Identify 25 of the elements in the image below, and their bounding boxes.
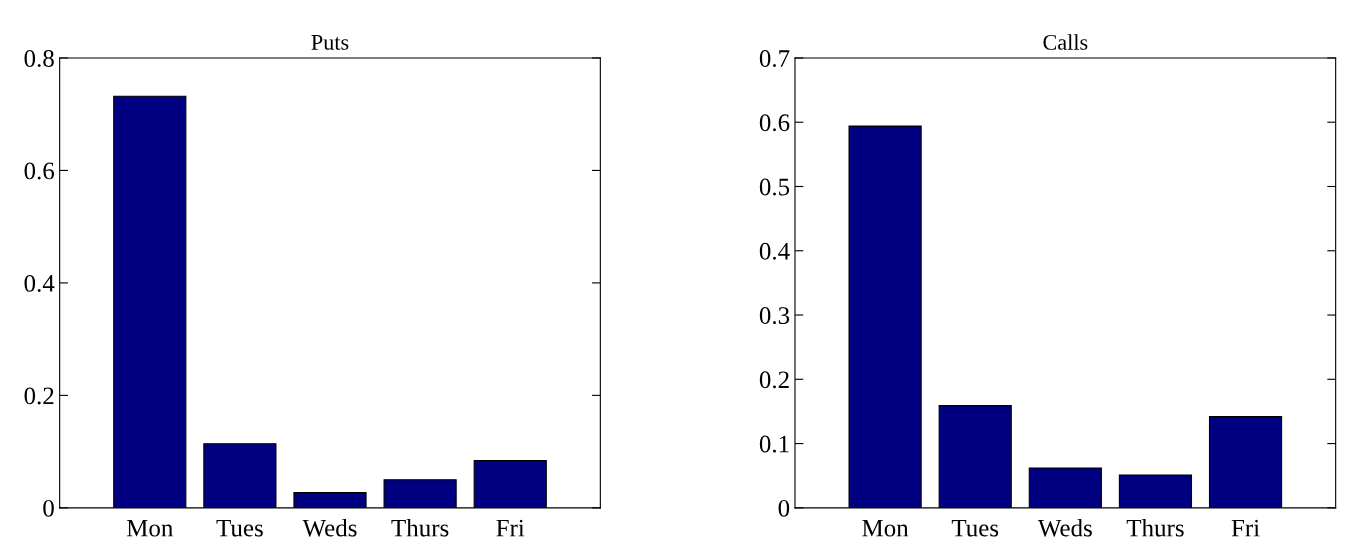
y-tick-label: 0.8 bbox=[24, 50, 54, 67]
x-tick-label: Tues bbox=[216, 519, 263, 537]
x-tick-label: Weds bbox=[1037, 518, 1092, 537]
x-tick-label: Mon bbox=[126, 519, 174, 537]
x-tick-label: Thurs bbox=[1126, 518, 1184, 537]
chart-title: Calls bbox=[1043, 34, 1088, 50]
y-tick-label: 0.2 bbox=[759, 371, 789, 389]
y-tick-label: 0.7 bbox=[759, 50, 790, 67]
y-tick-label: 0.2 bbox=[24, 387, 54, 405]
x-tick-label: Tues bbox=[951, 519, 999, 537]
x-tick-label: Fri bbox=[1231, 519, 1260, 537]
x-tick-label: Fri bbox=[496, 519, 525, 537]
y-tick-label: 0.6 bbox=[759, 114, 790, 132]
y-tick-label: 0.6 bbox=[24, 162, 55, 180]
y-tick-label: 0.5 bbox=[759, 178, 790, 196]
y-tick-label: 0 bbox=[43, 499, 54, 517]
x-tick-label: Mon bbox=[862, 519, 909, 537]
y-tick-label: 0 bbox=[778, 499, 790, 517]
y-tick-label: 0.3 bbox=[759, 307, 790, 325]
chart-title: Puts bbox=[311, 35, 349, 50]
y-tick-label: 0.4 bbox=[759, 242, 790, 260]
y-tick-label: 0.4 bbox=[24, 274, 55, 292]
y-tick-label: 0.1 bbox=[759, 435, 789, 453]
x-tick-label: Weds bbox=[302, 518, 357, 537]
x-tick-label: Thurs bbox=[391, 518, 449, 537]
